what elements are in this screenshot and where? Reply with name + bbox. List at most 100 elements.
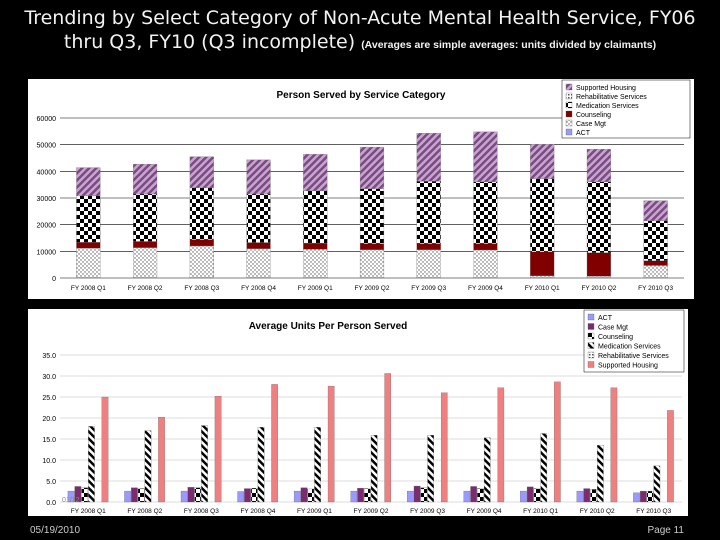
chart2-xtick-label: FY 2008 Q3 — [184, 508, 219, 515]
chart1-bar-counseling — [76, 242, 101, 249]
chart2-bar-counseling — [590, 489, 597, 503]
chart1-xtick-label: FY 2008 Q3 — [184, 285, 219, 292]
chart2-ytick-label: 10.0 — [42, 458, 56, 465]
chart2-bar-counseling — [364, 488, 371, 503]
chart2-legend-swatch — [587, 313, 595, 321]
chart2-bar-medication-services — [597, 445, 604, 503]
chart2-xtick-label: FY 2010 Q3 — [636, 508, 671, 515]
chart2-bar-supported-housing — [158, 417, 165, 503]
chart2-bar-counseling — [81, 487, 88, 503]
chart2-ytick-label: 0.0 — [46, 500, 56, 507]
persons-served-chart-panel: Person Served by Service Category 0 10000… — [28, 79, 694, 299]
chart1-xtick-label: FY 2008 Q2 — [128, 285, 163, 292]
chart2-ytick-label: 15.0 — [42, 437, 56, 444]
chart1-bar-supported-housing — [643, 200, 668, 221]
chart2-bar-act — [633, 492, 640, 503]
chart1-legend-label: Supported Housing — [576, 85, 636, 92]
chart1-legend-swatch — [565, 128, 573, 136]
chart2-bar-medication-services — [427, 435, 434, 503]
chart2-bar-act — [520, 490, 527, 503]
chart2-bar-medication-services — [483, 437, 491, 503]
chart2-xtick-label: FY 2009 Q2 — [354, 508, 389, 515]
chart1-bar-supported-housing — [303, 154, 328, 191]
chart1-legend — [561, 79, 691, 139]
chart1-xtick-label: FY 2009 Q3 — [411, 285, 446, 292]
chart1-legend-swatch — [565, 83, 573, 91]
chart2-ytick-label: 5.0 — [46, 479, 56, 486]
chart1-bar-medication-services — [643, 220, 668, 261]
chart2-legend-swatch — [587, 323, 595, 330]
chart1-bar-case-mgt — [586, 275, 611, 278]
chart1-bar-case-mgt — [246, 248, 271, 278]
chart2-xtick-label: FY 2009 Q4 — [467, 508, 502, 515]
chart1-title: Person Served by Service Category — [277, 90, 446, 101]
chart2-bar-supported-housing — [667, 410, 674, 503]
chart1-bar-case-mgt — [76, 247, 101, 278]
chart2-bar-counseling — [533, 488, 541, 503]
chart1-bar-medication-services — [586, 181, 611, 253]
chart2-bar-case-mgt — [470, 486, 477, 503]
chart2-bar-case-mgt — [300, 487, 308, 503]
chart1-bar-supported-housing — [76, 167, 101, 197]
chart1-bar-counseling — [586, 252, 611, 277]
chart2-bar-case-mgt — [413, 485, 421, 503]
chart2-xtick-label: FY 2010 Q1 — [523, 508, 558, 515]
chart1-bar-medication-services — [246, 193, 271, 243]
avg-units-chart: Average Units Per Person Served 0.0 5.0 10… — [42, 309, 685, 515]
chart1-ytick-label: 50000 — [37, 143, 57, 150]
chart2-bar-supported-housing — [214, 396, 222, 503]
chart1-bar-medication-services — [303, 190, 328, 244]
chart2-bar-supported-housing — [440, 392, 448, 503]
chart1-bar-counseling — [416, 243, 441, 250]
chart1-bar-case-mgt — [303, 249, 328, 278]
chart1-xtick-label: FY 2008 Q1 — [71, 285, 106, 292]
chart2-bar-counseling — [307, 488, 315, 503]
chart1-bar-case-mgt — [473, 249, 498, 278]
chart1-legend-swatch — [565, 119, 573, 127]
chart2-bar-act — [463, 490, 471, 503]
chart2-bar-act — [124, 490, 131, 503]
chart1-bar-case-mgt — [416, 249, 441, 278]
chart1-bar-case-mgt — [643, 265, 668, 278]
chart1-bar-case-mgt — [530, 275, 555, 278]
chart2-xtick-label: FY 2009 Q1 — [297, 508, 332, 515]
chart2-ytick-label: 20.0 — [42, 416, 56, 423]
chart2-xtick-label: FY 2008 Q2 — [127, 508, 162, 515]
chart2-legend — [583, 309, 685, 373]
chart2-legend-label: Case Mgt — [598, 325, 628, 332]
chart1-bar-supported-housing — [359, 146, 385, 189]
chart2-legend-swatch — [587, 342, 595, 349]
title-line-2: thru Q3, FY10 (Q3 incomplete) (Averages … — [0, 30, 720, 57]
chart2-bar-counseling — [194, 487, 202, 503]
chart2-bar-act — [293, 490, 301, 503]
chart1-xtick-label: FY 2010 Q3 — [638, 285, 673, 292]
chart2-bar-case-mgt — [357, 487, 364, 503]
chart2-legend-label: Rehabilitative Services — [598, 353, 669, 360]
chart1-bar-medication-services — [76, 195, 101, 243]
title-line-2-text: thru Q3, FY10 (Q3 incomplete) — [63, 31, 356, 53]
chart2-ytick-label: 30.0 — [42, 374, 56, 381]
chart1-ytick-label: 40000 — [37, 169, 57, 176]
chart2-legend-label: Counseling — [598, 334, 633, 341]
chart1-bar-supported-housing — [473, 131, 498, 182]
chart2-bar-supported-housing — [610, 387, 618, 503]
chart2-bar-case-mgt — [131, 487, 138, 503]
chart1-legend-swatch — [565, 110, 573, 118]
chart1-bar-counseling — [530, 251, 555, 277]
slide-date: 05/19/2010 — [30, 525, 81, 536]
chart2-bar-case-mgt — [526, 486, 534, 503]
chart1-xtick-label: FY 2008 Q4 — [241, 285, 276, 292]
chart2-bar-medication-services — [314, 427, 321, 503]
chart1-bar-counseling — [303, 242, 328, 250]
chart1-legend-swatch — [565, 92, 573, 100]
chart1-xtick-label: FY 2010 Q1 — [525, 285, 560, 292]
chart1-bar-counseling — [473, 243, 498, 251]
chart2-bar-medication-services — [144, 430, 152, 503]
chart1-bar-medication-services — [189, 187, 214, 240]
chart1-xtick-label: FY 2009 Q4 — [468, 285, 503, 292]
chart2-bar-medication-services — [540, 433, 548, 503]
chart2-bar-medication-services — [653, 465, 661, 503]
chart2-legend-label: ACT — [598, 315, 613, 322]
chart1-legend-label: Case Mgt — [576, 121, 606, 128]
chart2-bar-counseling — [137, 488, 145, 503]
